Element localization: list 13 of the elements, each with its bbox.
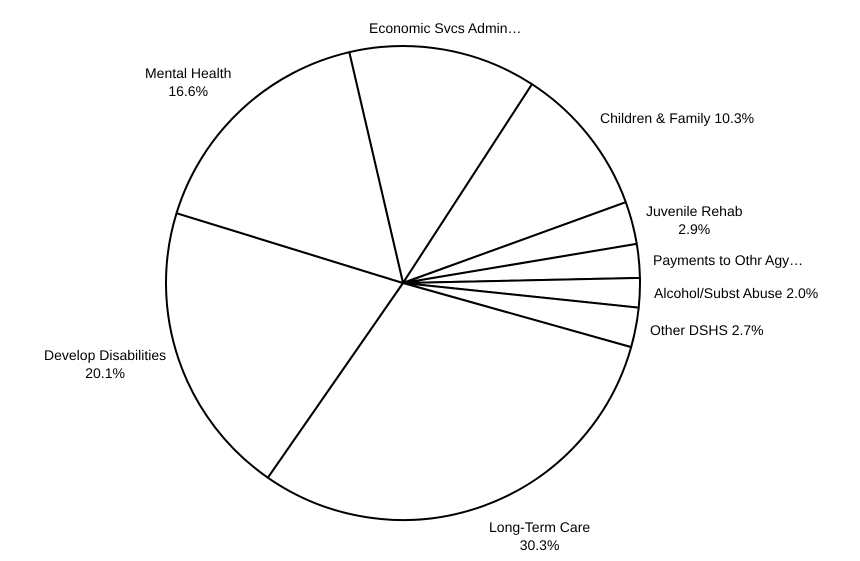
slice-label: Payments to Othr Agy…	[653, 252, 804, 268]
slice-label: Alcohol/Subst Abuse 2.0%	[654, 285, 818, 301]
data-label: 2.9%	[678, 221, 710, 238]
slice-label: Other DSHS 2.7%	[650, 322, 764, 338]
slice-label: Long-Term Care	[489, 519, 590, 535]
slice-label: Juvenile Rehab	[646, 203, 743, 219]
slice-label: Develop Disabilities	[44, 347, 166, 363]
slice-label: Economic Svcs Admin…	[369, 20, 522, 36]
data-label: 20.1%	[85, 365, 125, 382]
data-label: 30.3%	[520, 537, 560, 554]
data-label: 16.6%	[168, 83, 208, 100]
slice-label: Mental Health	[145, 65, 232, 81]
slice-label: Children & Family 10.3%	[600, 110, 754, 126]
